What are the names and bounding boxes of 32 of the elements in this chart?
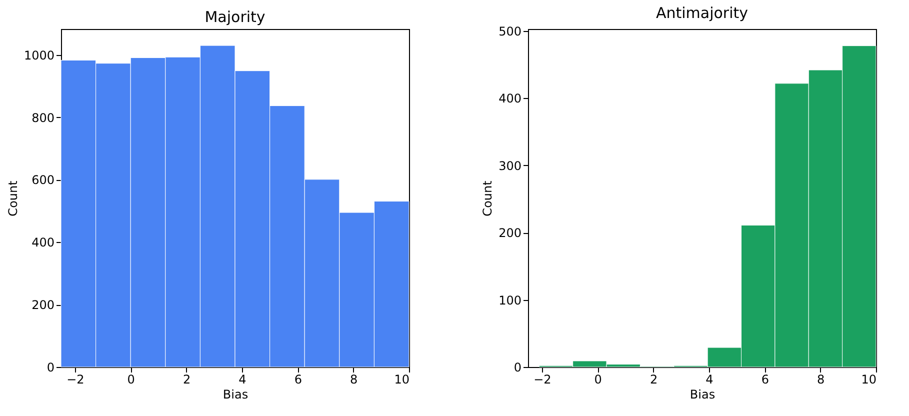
y-tick-label: 1000 [24,48,54,62]
y-tick-label: 200 [498,226,522,240]
y-tick-label: 0 [46,360,54,374]
y-tick-label: 800 [32,110,54,125]
x-tick-label: 6 [761,372,769,386]
y-axis-title: Count [480,180,495,216]
chart-title: Antimajority [656,4,748,22]
y-tick-label: 200 [32,298,54,312]
x-tick-label: 2 [182,372,191,386]
x-tick-label: −2 [66,372,84,386]
chart-title: Majority [204,8,266,26]
y-tick-label: 100 [498,293,522,308]
x-tick-label: −2 [534,372,552,386]
y-tick-label: 0 [514,360,522,374]
x-tick-label: 8 [350,372,358,386]
x-tick-label: 0 [127,372,135,386]
x-tick-label: 10 [394,372,410,386]
y-axis-title: Count [6,180,20,216]
y-tick-label: 400 [498,92,522,106]
y-tick-label: 500 [498,24,522,39]
x-tick-label: 6 [294,372,302,386]
x-tick-label: 0 [594,372,602,386]
x-axis-title: Bias [222,388,248,402]
x-axis-title: Bias [690,388,716,402]
x-tick-label: 2 [650,372,658,386]
x-tick-label: 4 [238,372,246,386]
y-tick-label: 300 [498,158,522,173]
x-tick-label: 10 [861,372,876,386]
y-tick-label: 400 [32,236,54,250]
y-tick-label: 600 [32,173,54,188]
x-tick-label: 8 [817,372,825,386]
x-tick-label: 4 [706,372,714,386]
